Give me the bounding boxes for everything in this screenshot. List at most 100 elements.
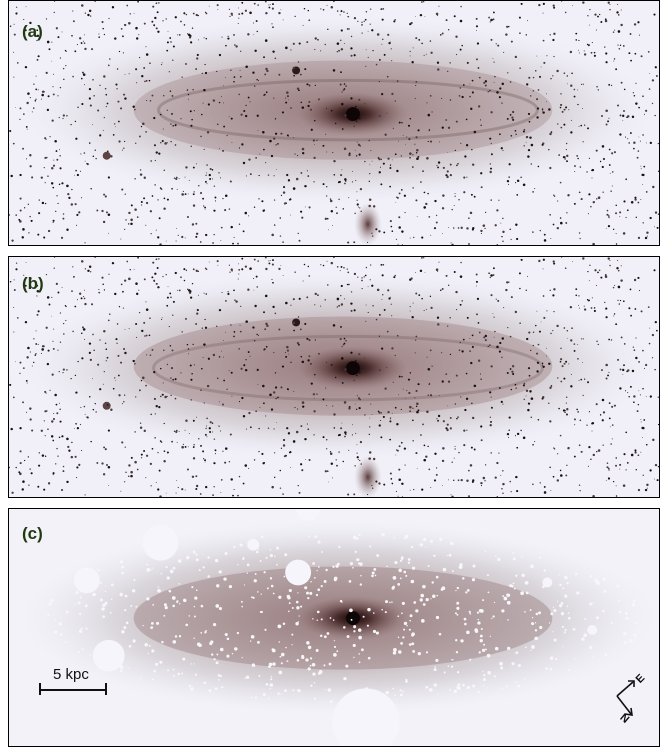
star: [29, 154, 32, 157]
star: [117, 354, 120, 357]
star: [625, 178, 628, 181]
star: [161, 393, 164, 396]
masked-dot: [260, 535, 264, 539]
star: [523, 145, 525, 147]
masked-dot: [164, 606, 168, 610]
star: [159, 495, 162, 497]
star: [269, 139, 272, 143]
masked-dot: [455, 638, 458, 642]
star: [84, 289, 86, 291]
star: [120, 283, 123, 286]
masked-dot: [110, 583, 114, 587]
masked-dot: [373, 567, 377, 571]
star: [340, 427, 343, 430]
star: [506, 372, 509, 375]
masked-dot: [297, 592, 299, 594]
masked-dot: [124, 609, 127, 612]
star: [106, 150, 109, 153]
star: [35, 353, 37, 355]
star: [442, 166, 445, 170]
star: [344, 435, 346, 438]
star: [637, 488, 641, 492]
star: [435, 214, 438, 217]
star: [59, 154, 61, 157]
star: [376, 288, 380, 292]
masked-dot: [534, 629, 538, 632]
star: [81, 4, 84, 7]
masked-dot: [231, 652, 234, 655]
masked-dot: [425, 651, 429, 654]
star: [538, 3, 541, 7]
star: [538, 75, 541, 78]
star: [372, 305, 374, 307]
star: [340, 174, 343, 177]
star: [183, 24, 186, 26]
star: [541, 110, 543, 112]
masked-dot: [521, 573, 525, 577]
star: [36, 40, 38, 42]
star: [412, 154, 414, 156]
star: [363, 20, 365, 23]
star: [72, 75, 74, 78]
star: [273, 175, 275, 177]
star: [473, 384, 477, 388]
star: [213, 486, 215, 488]
masked-dot: [325, 568, 328, 572]
star: [518, 272, 521, 275]
star: [123, 23, 127, 27]
star: [515, 223, 518, 226]
star: [195, 13, 198, 17]
star: [618, 48, 621, 50]
star: [97, 363, 100, 366]
star: [624, 390, 627, 392]
star: [506, 117, 509, 120]
star: [360, 210, 362, 213]
star: [282, 275, 284, 277]
masked-dot: [451, 659, 453, 661]
masked-dot: [449, 541, 454, 546]
star: [88, 97, 91, 100]
star: [490, 406, 493, 409]
star: [133, 13, 135, 14]
masked-dot: [124, 594, 128, 598]
star: [271, 278, 273, 281]
star: [301, 401, 305, 404]
star: [617, 259, 619, 262]
star: [221, 36, 223, 38]
star: [29, 215, 31, 218]
star: [9, 383, 12, 386]
star: [620, 336, 623, 339]
star: [52, 340, 54, 342]
star: [309, 108, 312, 111]
star: [107, 319, 110, 322]
star: [156, 267, 159, 269]
star: [356, 141, 358, 143]
star: [92, 408, 95, 411]
star: [12, 396, 15, 399]
star: [159, 440, 162, 442]
star: [234, 299, 236, 301]
star: [253, 459, 256, 461]
star: [582, 257, 585, 260]
star: [448, 227, 450, 228]
star: [43, 166, 45, 169]
star: [549, 34, 551, 36]
masked-dot: [254, 573, 257, 575]
star: [280, 194, 283, 197]
star: [367, 241, 369, 243]
star: [607, 374, 610, 377]
star: [450, 494, 452, 496]
star: [230, 478, 233, 481]
star: [543, 491, 547, 494]
star: [549, 289, 551, 292]
masked-dot: [477, 621, 481, 625]
star: [55, 403, 58, 406]
star: [134, 108, 136, 111]
star: [11, 239, 14, 242]
masked-dot: [188, 684, 192, 688]
star: [640, 199, 642, 200]
star: [336, 42, 340, 45]
star: [582, 83, 584, 85]
star: [187, 93, 190, 96]
star: [84, 160, 86, 162]
